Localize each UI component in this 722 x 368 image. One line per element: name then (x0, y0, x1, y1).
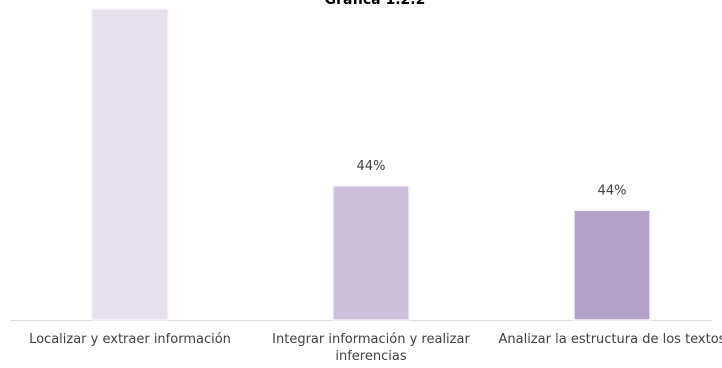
chart-title: Gráfica 1.2.2 (325, 0, 426, 8)
data-label: 44% (598, 183, 627, 198)
x-tick-label: Integrar información y realizar inferenc… (272, 332, 470, 364)
bar (91, 8, 169, 321)
bar (573, 209, 651, 321)
x-tick-label: Analizar la estructura de los textos (498, 332, 722, 347)
data-label: 44% (357, 159, 386, 174)
x-tick-label: Localizar y extraer información (29, 332, 231, 347)
bar (332, 185, 410, 321)
